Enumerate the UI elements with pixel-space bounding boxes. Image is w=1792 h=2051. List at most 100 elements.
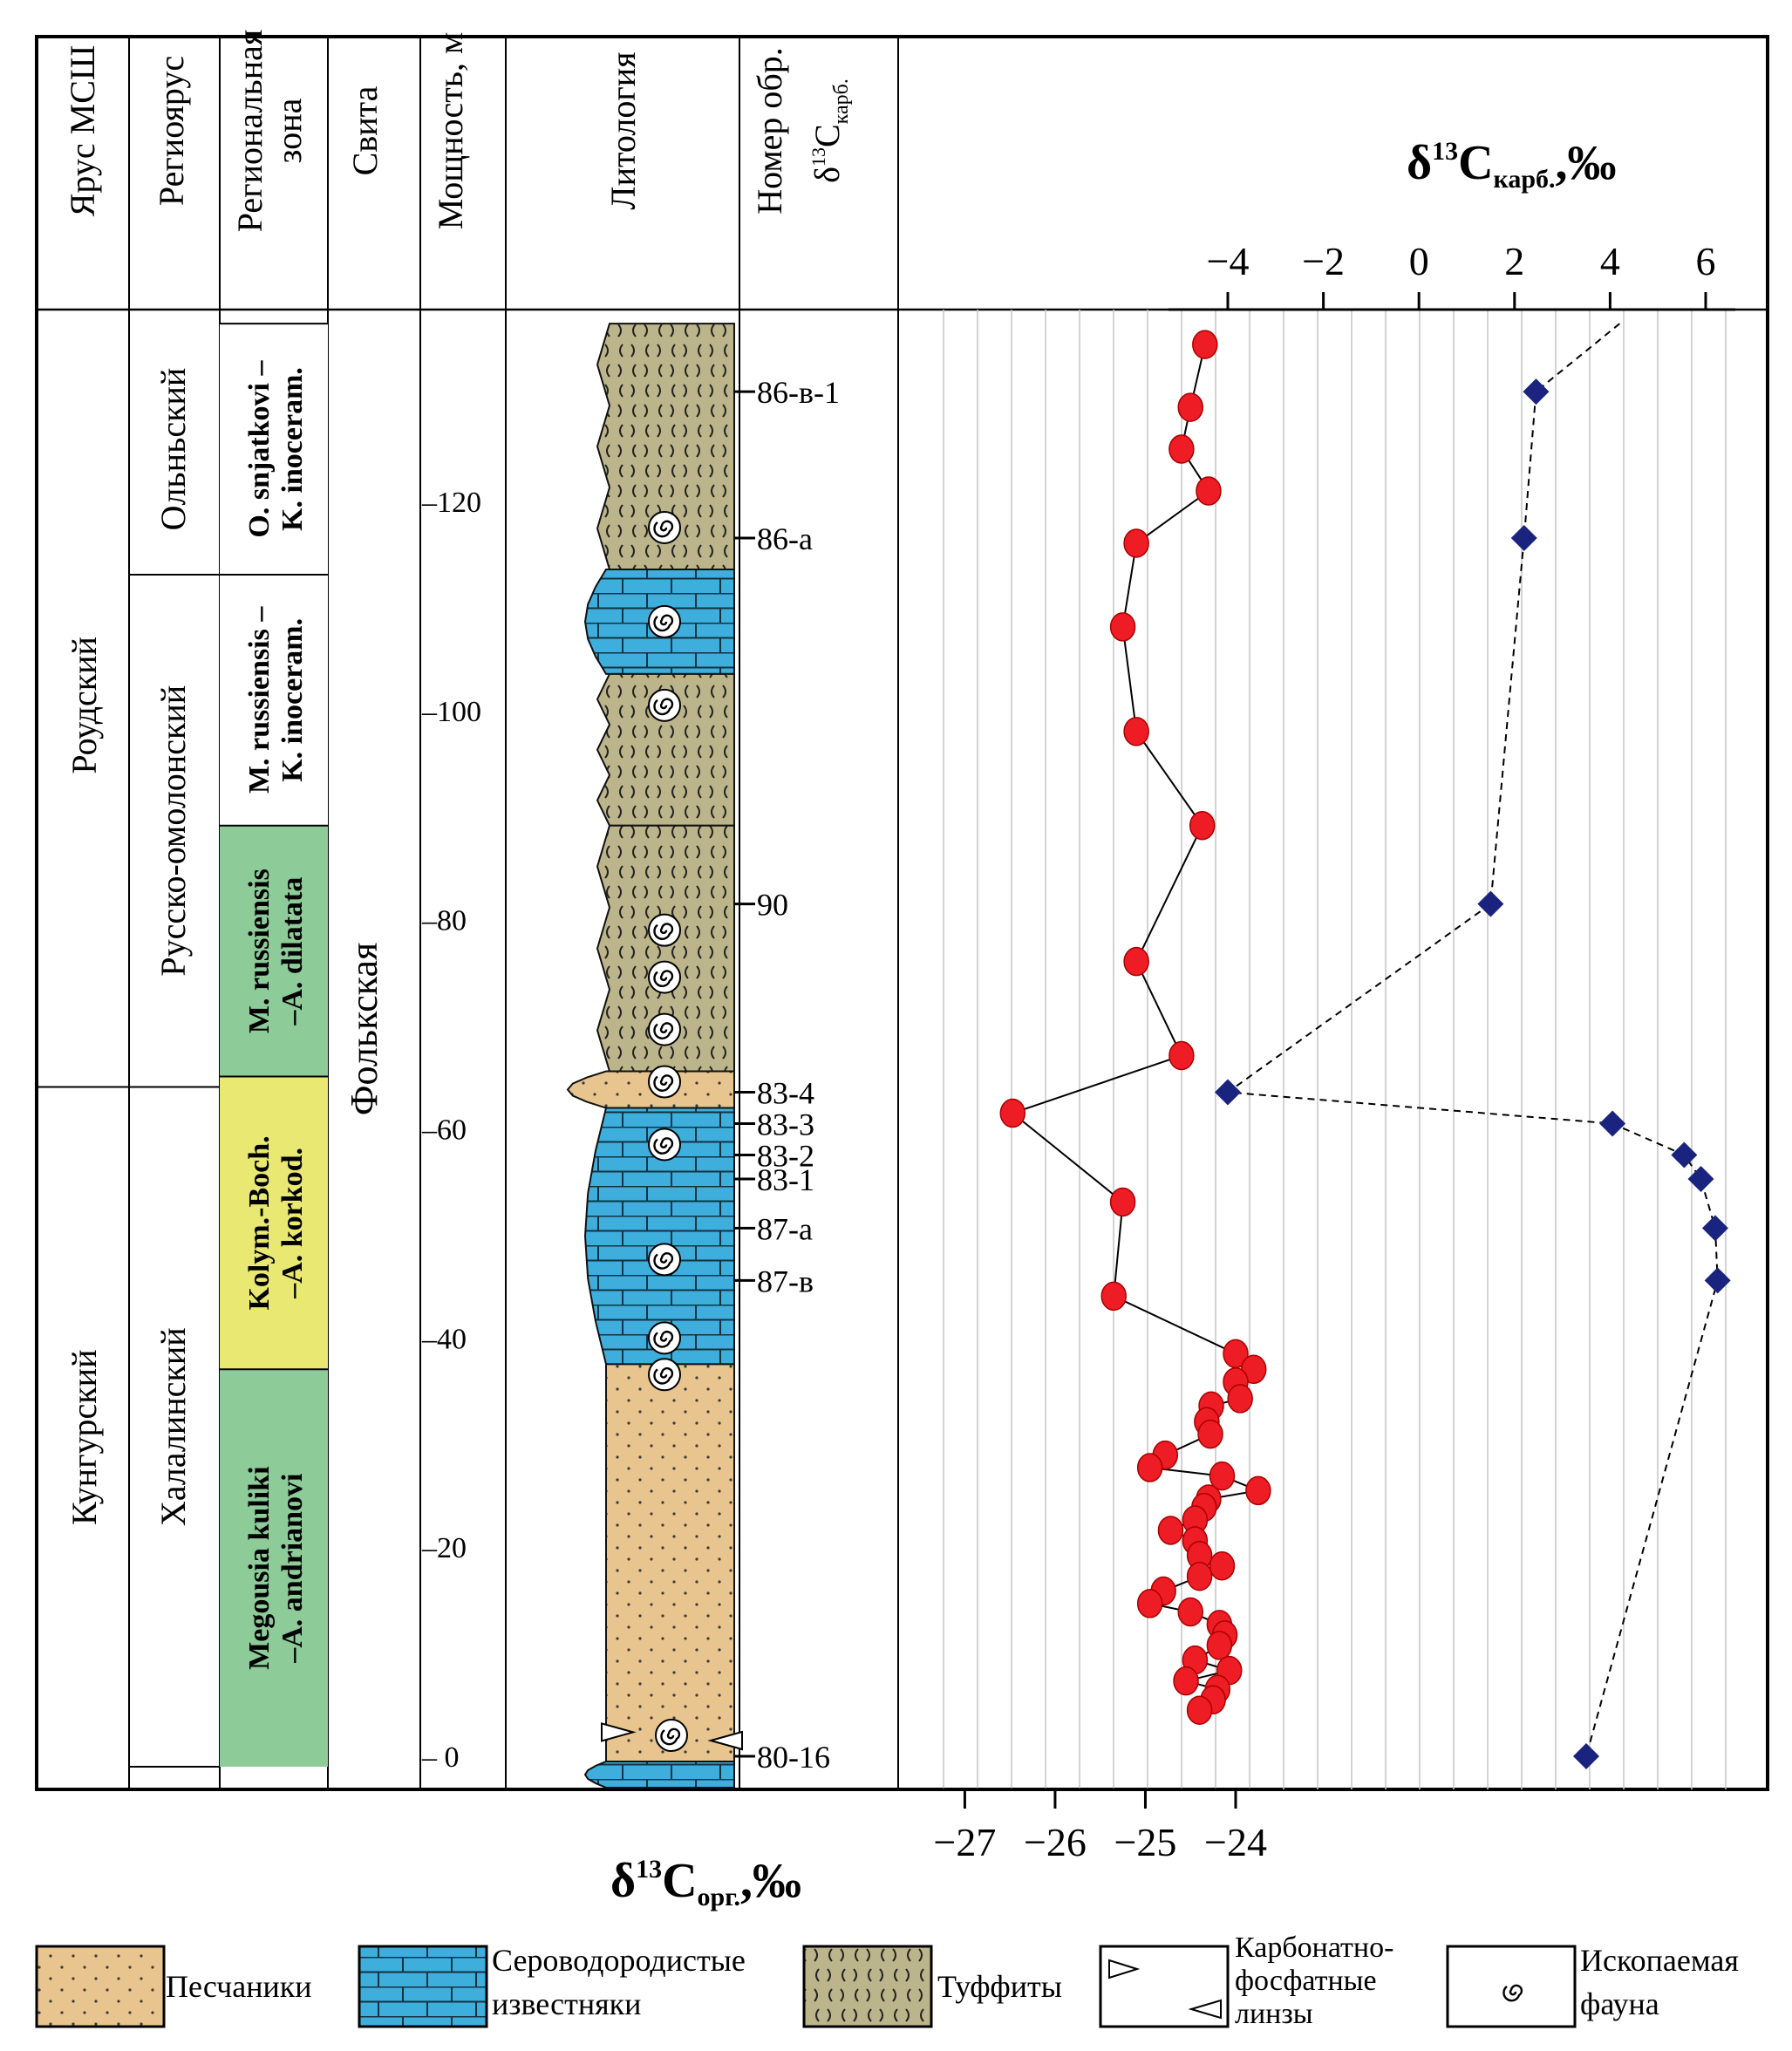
carb-data-point	[1701, 1215, 1728, 1242]
chart-axes: −4 −2 0 2 4 6 −27 −26 −25 −24	[898, 239, 1735, 1864]
lens-icon	[1108, 1959, 1141, 1979]
org-data-point	[1206, 1631, 1233, 1660]
org-data-point	[1196, 476, 1222, 506]
fossil-icon	[648, 1243, 681, 1277]
axis-title-part: ,‰	[740, 1854, 801, 1908]
org-data-point	[1177, 392, 1203, 422]
regiostage-label-text: Ольньский	[153, 368, 193, 531]
zone-label: O. snjatkovi – K. inoceram.	[243, 360, 309, 538]
org-data-point	[1123, 717, 1149, 746]
carb-data-point	[1477, 890, 1504, 917]
chart-marks	[999, 330, 1731, 1769]
zone-label-line1: M. russiensis –	[243, 606, 276, 794]
chart-lines	[1011, 323, 1719, 1757]
axis-title-part: орг.	[698, 1883, 740, 1911]
fossil-spiral	[653, 520, 674, 538]
zone-label: M. russiensis – K. inoceram.	[243, 606, 309, 794]
org-tick-label: −25	[1114, 1820, 1176, 1864]
regiostage-label-text: Халалинский	[153, 1327, 193, 1526]
fossil-icon	[648, 960, 681, 994]
zone-label-line2: –A. dilatata	[276, 877, 309, 1026]
carb-series-line	[1225, 323, 1719, 1757]
header-thickness: Мощность, м	[431, 32, 470, 230]
org-data-point	[1109, 612, 1136, 642]
axis-title-part: 13	[1432, 137, 1458, 166]
header-regiostage: Региоярус	[152, 56, 191, 206]
header-zone-line1: Региональная	[230, 30, 269, 233]
org-data-point	[1186, 1695, 1213, 1725]
header-zone-line2: зона	[269, 98, 309, 163]
carb-data-point	[1687, 1166, 1714, 1193]
legend-swatch-fossil	[1446, 1945, 1577, 2028]
axis-title-part: карб.	[1494, 165, 1556, 194]
header-stage: Ярус МСШ	[63, 45, 102, 217]
axis-title-part: C	[1458, 136, 1493, 190]
fossil-spiral	[653, 1252, 674, 1270]
fossil-spiral	[653, 1074, 674, 1092]
header-sample-delta: δ13Cкарб.	[807, 78, 853, 183]
fossil-icon	[648, 1065, 681, 1099]
org-tick-label: −26	[1024, 1820, 1087, 1864]
org-data-point	[1209, 1461, 1236, 1491]
sample-label: 86-а	[757, 521, 813, 556]
carb-tick-label: −4	[1207, 239, 1250, 283]
zone-label-line1: O. snjatkovi –	[243, 360, 276, 538]
carb-axis-title: δ13Cкарб.,‰	[1407, 136, 1617, 194]
axis-title-part: δ	[610, 1854, 636, 1908]
org-data-point	[1100, 1281, 1127, 1312]
fossil-icon	[655, 1719, 688, 1753]
org-data-point	[1189, 810, 1216, 841]
zone-label: M. russiensis –A. dilatata	[243, 869, 309, 1033]
header-lithology: Литология	[603, 51, 643, 209]
zone-label-line1: Megousia kuliki	[243, 1466, 276, 1669]
zone-label-line2: –A. andrianovi	[276, 1474, 309, 1664]
stage-label-text: Роудский	[65, 637, 104, 774]
org-data-point	[1169, 434, 1195, 464]
legend-label: линзы	[1235, 1998, 1313, 2030]
thickness-tick-label: –120	[421, 487, 481, 519]
fossil-spiral	[653, 923, 674, 940]
fossil-icon	[648, 1358, 681, 1392]
lens-icon	[1188, 1999, 1222, 2020]
org-axis-title: δ13Cорг.,‰	[610, 1854, 801, 1911]
fossil-icon	[648, 1321, 681, 1355]
org-tick-label: −24	[1204, 1820, 1267, 1864]
regiostage-label: Халалинский	[153, 1327, 193, 1526]
fossil-icon	[648, 1012, 681, 1046]
thickness-tick-label: –20	[421, 1532, 467, 1564]
org-data-point	[1192, 330, 1218, 359]
org-data-point	[1123, 946, 1149, 977]
org-data-point	[1177, 1597, 1203, 1627]
carb-tick-label: 4	[1600, 239, 1620, 283]
sample-label: 83-4	[757, 1076, 814, 1111]
zone-band	[220, 574, 328, 826]
zone-bands: O. snjatkovi – K. inoceram.M. russiensis …	[220, 323, 328, 1767]
sample-label: 83-3	[757, 1107, 814, 1142]
legend-label: Ископаемая	[1580, 1943, 1739, 1978]
legend-swatch-tuffite	[802, 1945, 933, 2028]
zone-label-line1: Kolym.-Boch.	[243, 1135, 276, 1310]
carb-tick-label: 6	[1696, 239, 1716, 283]
fossil-spiral	[653, 1022, 674, 1039]
carb-tick-label: −2	[1302, 239, 1345, 283]
sample-label: 80-16	[757, 1740, 830, 1775]
sample-label: 87-в	[757, 1264, 814, 1298]
axis-title-part: ,‰	[1556, 136, 1617, 190]
thickness-tick-label: –100	[421, 696, 481, 728]
lithology-unit	[583, 1761, 735, 1789]
carb-data-point	[1573, 1743, 1599, 1769]
lithology-unit	[605, 1363, 735, 1762]
zone-label-line2: K. inoceram.	[276, 618, 309, 782]
org-data-point	[1157, 1516, 1184, 1545]
org-data-point	[1136, 1589, 1163, 1618]
org-data-point	[1109, 1187, 1136, 1217]
carb-data-point	[1671, 1141, 1698, 1169]
org-data-point	[1227, 1384, 1253, 1414]
fossil-icon	[648, 688, 681, 722]
lithology-column: 86-в-1 86-а 90 83-483-383-283-1 87-а 87-в 80-1…	[566, 323, 840, 1789]
fossil-spiral	[653, 1137, 674, 1155]
zone-label-line2: K. inoceram.	[276, 367, 309, 531]
carb-tick-label: 2	[1504, 239, 1524, 283]
fossil-spiral	[653, 1330, 674, 1348]
fossil-icon	[1502, 1984, 1523, 2002]
